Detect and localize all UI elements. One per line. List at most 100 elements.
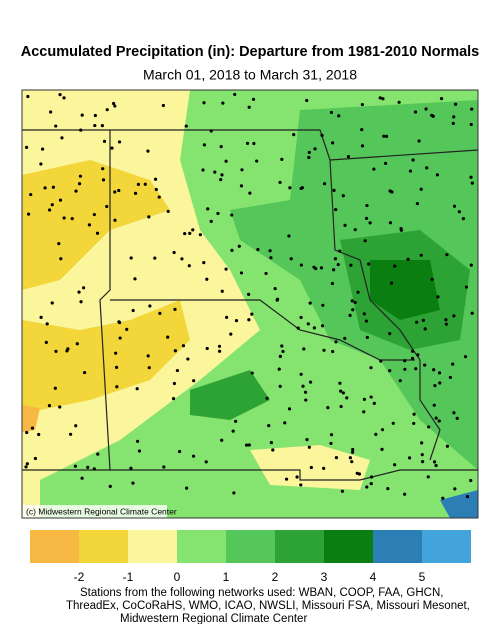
- region: [22, 405, 40, 432]
- station: [147, 366, 151, 370]
- station: [220, 289, 224, 293]
- region: [370, 260, 440, 320]
- station: [417, 139, 421, 143]
- station: [256, 247, 260, 252]
- station: [338, 249, 342, 253]
- station: [191, 454, 196, 458]
- station: [452, 314, 456, 318]
- station: [437, 419, 441, 423]
- station: [330, 281, 334, 286]
- station: [110, 146, 114, 150]
- station: [234, 318, 239, 323]
- station: [312, 326, 317, 330]
- station: [265, 396, 269, 400]
- station: [430, 277, 434, 282]
- station: [255, 159, 259, 163]
- station: [355, 471, 359, 475]
- station: [451, 362, 455, 366]
- station: [306, 322, 310, 326]
- station: [351, 447, 355, 452]
- station: [295, 475, 299, 479]
- station: [158, 311, 162, 315]
- station: [247, 292, 251, 297]
- station: [469, 175, 473, 179]
- station: [369, 366, 373, 370]
- station: [148, 304, 152, 308]
- station: [470, 107, 474, 111]
- station: [247, 443, 251, 447]
- station: [137, 449, 142, 453]
- station: [380, 428, 385, 432]
- station: [437, 371, 442, 375]
- station: [289, 257, 293, 261]
- station: [386, 487, 390, 491]
- station: [329, 110, 334, 115]
- station: [183, 231, 187, 236]
- station: [365, 485, 369, 489]
- station: [348, 313, 352, 318]
- station: [470, 311, 474, 315]
- station: [423, 327, 427, 331]
- station: [206, 207, 210, 211]
- station: [416, 353, 420, 357]
- station: [278, 384, 282, 388]
- station: [445, 253, 449, 257]
- station: [80, 476, 84, 480]
- station: [287, 234, 291, 238]
- station: [399, 228, 403, 232]
- station: [365, 335, 369, 340]
- station: [219, 178, 223, 182]
- station: [287, 407, 292, 411]
- station: [245, 141, 250, 145]
- station: [62, 96, 66, 100]
- station: [432, 403, 436, 407]
- station: [173, 349, 177, 353]
- station: [348, 456, 352, 460]
- station: [65, 349, 69, 353]
- station: [275, 297, 280, 301]
- station: [224, 159, 228, 163]
- station: [308, 380, 313, 384]
- station: [391, 421, 395, 425]
- legend-tick-label: -1: [123, 570, 134, 584]
- station: [166, 209, 170, 214]
- station: [73, 464, 78, 468]
- station: [426, 475, 430, 479]
- station: [191, 228, 195, 232]
- station: [93, 123, 97, 128]
- station: [353, 300, 357, 305]
- station: [280, 157, 284, 162]
- station: [435, 173, 440, 177]
- station: [388, 331, 392, 336]
- station: [173, 307, 177, 311]
- station: [25, 462, 29, 466]
- station: [146, 354, 150, 358]
- station: [444, 322, 448, 326]
- station: [252, 141, 256, 146]
- station: [133, 191, 138, 195]
- station: [108, 484, 112, 488]
- station: [340, 489, 345, 493]
- station: [230, 213, 234, 217]
- legend-tick-label: 0: [174, 570, 181, 584]
- station: [281, 349, 285, 354]
- station: [389, 281, 394, 285]
- station: [80, 113, 84, 117]
- station: [334, 340, 338, 344]
- station: [309, 465, 313, 470]
- station: [424, 107, 428, 111]
- station: [283, 421, 287, 425]
- station: [403, 367, 407, 371]
- station: [360, 127, 364, 132]
- station: [153, 177, 158, 181]
- station: [465, 495, 470, 499]
- station: [384, 161, 388, 165]
- station: [251, 97, 256, 101]
- station: [305, 438, 309, 442]
- station: [410, 356, 415, 360]
- station: [51, 185, 56, 189]
- station: [269, 256, 273, 260]
- station: [406, 257, 410, 261]
- station: [430, 113, 434, 117]
- station-dots: [24, 92, 474, 500]
